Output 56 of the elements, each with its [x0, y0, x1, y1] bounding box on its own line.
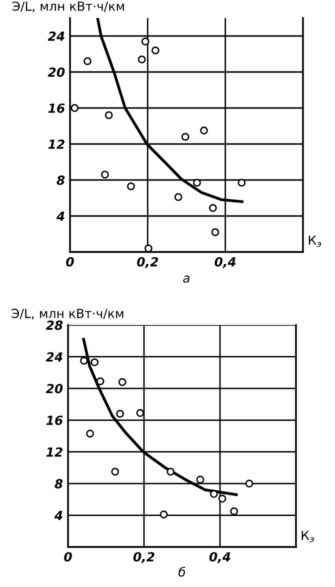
y-axis-title: Э/L, млн кВт·ч/км — [12, 1, 124, 12]
point — [211, 228, 220, 236]
point — [104, 111, 113, 120]
point — [196, 476, 204, 484]
y-tick-label: 4 — [54, 510, 62, 520]
x-tick-label: 0,4 — [209, 552, 230, 564]
point — [96, 377, 104, 386]
point — [141, 37, 150, 46]
y-tick-label: 24 — [48, 31, 64, 41]
y-tick-label: 12 — [46, 447, 62, 457]
x-tick-label: 0,2 — [137, 257, 158, 268]
y-tick-label: 16 — [48, 103, 65, 113]
x-tick-label: 0 — [64, 552, 72, 562]
point — [70, 104, 79, 112]
point — [160, 510, 168, 518]
point — [208, 204, 217, 212]
y-tick-label: 20 — [48, 67, 65, 77]
point — [144, 244, 152, 252]
point — [136, 409, 144, 417]
point — [238, 178, 246, 187]
point — [151, 46, 160, 54]
x-tick-label: 0,4 — [214, 257, 236, 268]
y-tick-label: 20 — [46, 384, 63, 394]
y-tick-label: 12 — [48, 139, 64, 149]
point — [230, 507, 238, 516]
y-tick-label: 24 — [46, 352, 62, 362]
x-axis-title: К$_{э}$ — [302, 530, 314, 542]
y-tick-label: 8 — [54, 479, 63, 488]
point — [181, 132, 190, 141]
point — [200, 126, 208, 134]
point — [90, 358, 99, 366]
x-tick-label: 0,2 — [133, 552, 154, 564]
point — [174, 193, 182, 202]
point — [218, 494, 226, 503]
y-tick-label: 4 — [56, 212, 64, 221]
y-tick-label: 28 — [46, 320, 63, 330]
point — [116, 410, 124, 418]
point — [111, 468, 120, 476]
point — [166, 468, 175, 476]
x-axis-title: К$_{э}$ — [308, 236, 321, 247]
y-tick-label: 8 — [56, 175, 65, 185]
point — [193, 178, 201, 187]
y-tick-label: 16 — [46, 416, 63, 426]
point — [84, 57, 92, 66]
y-axis-title: Э/L, млн кВт·ч/км — [12, 308, 124, 320]
point — [80, 356, 88, 365]
point — [101, 170, 109, 179]
x-tick-label: 0 — [66, 257, 74, 267]
point — [138, 55, 146, 64]
point — [210, 490, 218, 498]
point — [127, 182, 135, 190]
point — [86, 430, 94, 438]
text: а — [183, 276, 190, 283]
text: б — [178, 566, 186, 577]
point — [118, 378, 126, 386]
point — [245, 480, 254, 488]
